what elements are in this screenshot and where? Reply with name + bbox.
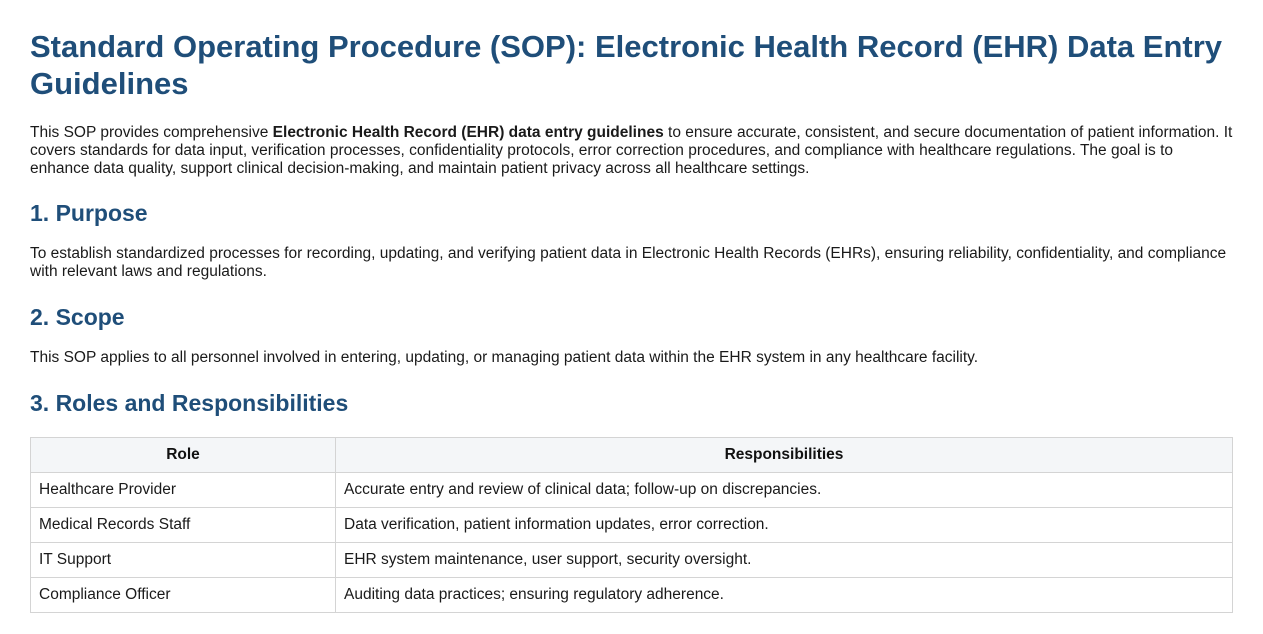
responsibilities-cell: Accurate entry and review of clinical da… <box>335 472 1233 508</box>
section-heading-purpose: 1. Purpose <box>30 200 148 226</box>
section-heading-roles: 3. Roles and Responsibilities <box>30 390 349 416</box>
section-text-purpose: To establish standardized processes for … <box>30 245 1227 280</box>
role-cell: Medical Records Staff <box>30 507 336 543</box>
role-cell: Healthcare Provider <box>30 472 336 508</box>
table-row: Compliance Officer Auditing data practic… <box>30 577 1233 613</box>
roles-table: Role Responsibilities Healthcare Provide… <box>30 437 1233 613</box>
responsibilities-cell: Data verification, patient information u… <box>335 507 1233 543</box>
page-title: Standard Operating Procedure (SOP): Elec… <box>30 29 1223 101</box>
intro-rest-text: to ensure accurate, consistent, and secu… <box>30 124 1233 177</box>
table-row: Healthcare Provider Accurate entry and r… <box>30 472 1233 508</box>
responsibilities-cell: Auditing data practices; ensuring regula… <box>335 577 1233 613</box>
table-row: Medical Records Staff Data verification,… <box>30 507 1233 543</box>
table-header-row: Role Responsibilities <box>30 437 1233 473</box>
role-cell: Compliance Officer <box>30 577 336 613</box>
table-row: IT Support EHR system maintenance, user … <box>30 542 1233 578</box>
intro-lead-text: This SOP provides comprehensive <box>30 124 273 141</box>
intro-bold-text: Electronic Health Record (EHR) data entr… <box>272 124 664 141</box>
responsibilities-cell: EHR system maintenance, user support, se… <box>335 542 1233 578</box>
header-responsibilities: Responsibilities <box>335 437 1233 473</box>
document-page: Standard Operating Procedure (SOP): Elec… <box>30 29 1233 613</box>
section-text-scope: This SOP applies to all personnel involv… <box>30 349 979 366</box>
role-cell: IT Support <box>30 542 336 578</box>
header-role: Role <box>30 437 336 473</box>
section-heading-scope: 2. Scope <box>30 304 125 330</box>
intro-paragraph: This SOP provides comprehensive Electron… <box>30 124 1233 178</box>
